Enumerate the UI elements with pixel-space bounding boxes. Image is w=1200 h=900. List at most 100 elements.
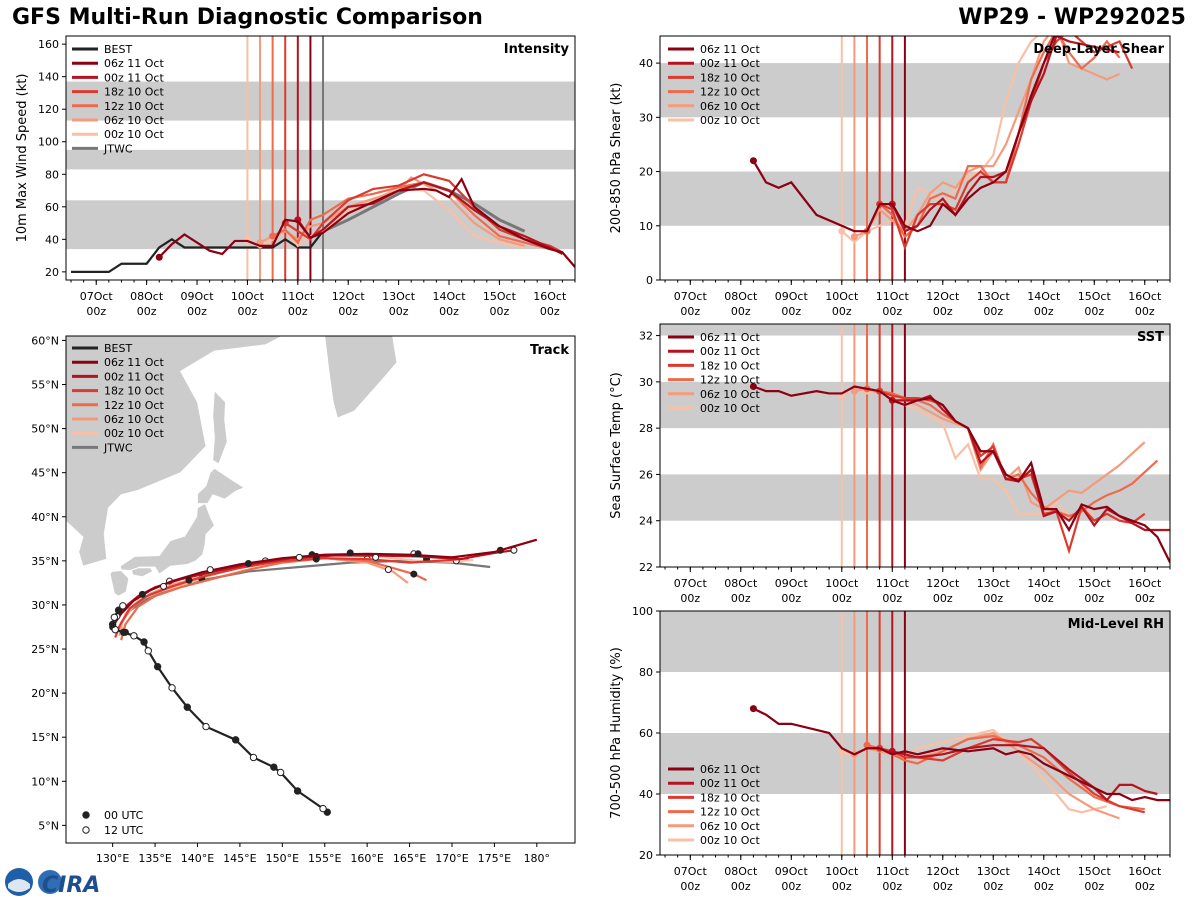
shear-xtick-label: 07Oct <box>674 290 708 303</box>
intensity-series-start-dot <box>269 232 277 240</box>
rh-panel: 20 40 60 80 100 07Oct 00z 08Oct 00z 09Oct 00z 10Oct… <box>609 605 1171 893</box>
rh-band <box>660 611 1170 672</box>
track-panel: 5°N 10°N 15°N 20°N 25°N 30°N 35°N 40°N 45°N 50°N 5… <box>31 334 576 865</box>
track-xtick-label: 135°E <box>138 852 171 865</box>
sst-xtick-label: 00z <box>1084 592 1104 605</box>
best-point-12utc <box>202 722 210 731</box>
sst-ytick-label: 24 <box>639 515 653 528</box>
shear-ytick-label: 20 <box>639 166 653 179</box>
shear-xtick-label: 09Oct <box>775 290 809 303</box>
shear-plot-area <box>660 36 1170 280</box>
track-ytick-label: 55°N <box>31 378 59 391</box>
rh-xtick-label: 00z <box>1084 880 1104 893</box>
best-point-00utc <box>153 662 162 671</box>
best-point-12utc <box>276 768 285 777</box>
track-run-line <box>120 557 428 641</box>
shear-xtick-label: 00z <box>1135 305 1155 318</box>
intensity-xtick-label: 00z <box>338 305 358 318</box>
intensity-xtick-label: 16Oct <box>533 290 567 303</box>
sst-ytick-label: 28 <box>639 422 653 435</box>
shear-xtick-label: 16Oct <box>1128 290 1162 303</box>
shear-ytick-label: 40 <box>639 57 653 70</box>
shear-xtick-label: 00z <box>983 305 1003 318</box>
sst-ytick-label: 26 <box>639 468 653 481</box>
intensity-series-line <box>272 181 551 251</box>
rh-xtick-label: 08Oct <box>724 865 758 878</box>
intensity-ytick-label: 160 <box>38 38 59 51</box>
intensity-plot-area <box>66 36 575 280</box>
rh-series-start-dot <box>863 741 871 749</box>
shear-ytick-label: 30 <box>639 111 653 124</box>
track-xtick-label: 180° <box>524 852 551 865</box>
shear-title: Deep-Layer Shear <box>1033 42 1164 57</box>
sst-legend-label: 06z 11 Oct <box>700 331 760 344</box>
shear-series-start-dot <box>838 227 846 235</box>
intensity-xtick-label: 12Oct <box>332 290 366 303</box>
shear-xtick-label: 11Oct <box>876 290 910 303</box>
track-xtick-label: 145°E <box>223 852 256 865</box>
best-point-12utc <box>168 684 176 692</box>
intensity-xtick-label: 00z <box>288 305 308 318</box>
legend-00utc-label: 00 UTC <box>104 809 144 822</box>
track-xtick-label: 130°E <box>96 852 129 865</box>
sst-xtick-label: 00z <box>1135 592 1155 605</box>
best-point-00utc <box>108 620 117 629</box>
shear-xtick-label: 10Oct <box>825 290 859 303</box>
track-ytick-label: 30°N <box>31 599 59 612</box>
intensity-ytick-label: 140 <box>38 71 59 84</box>
track-run-point <box>414 550 422 558</box>
intensity-xtick-label: 07Oct <box>80 290 114 303</box>
rh-xtick-label: 16Oct <box>1128 865 1162 878</box>
shear-series-line <box>752 36 1056 233</box>
hokkaido-land <box>197 467 246 504</box>
track-run-point <box>295 553 303 561</box>
track-legend-label: BEST <box>104 342 132 355</box>
best-point-00utc <box>270 763 278 771</box>
legend-00utc-marker <box>82 811 90 819</box>
sst-panel: 22 24 26 28 30 32 07Oct 00z 08Oct 00z 09Oct 00z 10Oc… <box>609 323 1171 605</box>
intensity-xtick-label: 08Oct <box>130 290 164 303</box>
rh-xtick-label: 12Oct <box>926 865 960 878</box>
rh-xtick-label: 00z <box>781 880 801 893</box>
sst-legend-label: 00z 10 Oct <box>700 402 760 415</box>
sakhalin-land <box>212 389 228 465</box>
rh-ytick-label: 100 <box>632 605 653 618</box>
track-legend-label: JTWC <box>103 441 133 454</box>
sst-xtick-label: 09Oct <box>775 577 809 590</box>
intensity-ytick-label: 20 <box>45 266 59 279</box>
kyushu-land <box>109 570 130 597</box>
shear-xtick-label: 00z <box>1034 305 1054 318</box>
track-run-line <box>114 538 538 624</box>
sst-ytick-label: 30 <box>639 376 653 389</box>
intensity-xtick-label: 00z <box>439 305 459 318</box>
best-point-00utc <box>114 606 123 614</box>
intensity-legend-label: 06z 11 Oct <box>104 57 164 70</box>
sst-xtick-label: 00z <box>933 592 953 605</box>
intensity-best-series <box>71 230 324 273</box>
shear-series-line <box>891 36 1120 233</box>
track-ytick-label: 15°N <box>31 731 59 744</box>
shear-frame <box>659 35 1171 281</box>
sst-xtick-label: 00z <box>680 592 700 605</box>
intensity-legend-label: 00z 10 Oct <box>104 128 164 141</box>
sst-xtick-label: 15Oct <box>1078 577 1112 590</box>
best-point-12utc <box>249 753 258 762</box>
track-ytick-label: 60°N <box>31 334 59 347</box>
shear-band <box>660 63 1170 118</box>
intensity-series-line <box>296 181 563 255</box>
intensity-xtick-label: 00z <box>238 305 258 318</box>
honshu-land <box>119 502 215 575</box>
sst-xtick-label: 00z <box>882 592 902 605</box>
shear-legend-label: 06z 11 Oct <box>700 43 760 56</box>
track-xtick-label: 170°E <box>435 852 468 865</box>
shear-ylabel: 200-850 hPa Shear (kt) <box>609 83 624 234</box>
intensity-xtick-label: 15Oct <box>483 290 517 303</box>
best-point-12utc <box>119 602 127 610</box>
track-legend-label: 00z 10 Oct <box>104 427 164 440</box>
rh-legend-label: 00z 10 Oct <box>700 834 760 847</box>
rh-ytick-label: 20 <box>639 849 653 862</box>
track-xtick-label: 140°E <box>181 852 214 865</box>
best-point-12utc <box>144 647 152 655</box>
track-legend-label: 00z 11 Oct <box>104 370 164 383</box>
